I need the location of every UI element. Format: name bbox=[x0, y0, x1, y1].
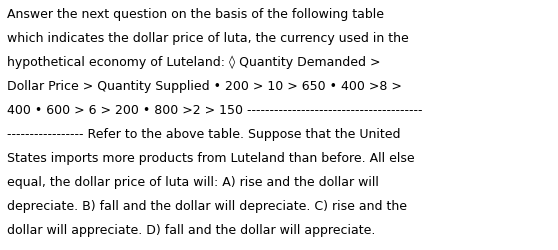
Text: which indicates the dollar price of luta, the currency used in the: which indicates the dollar price of luta… bbox=[7, 32, 408, 44]
Text: equal, the dollar price of luta will: A) rise and the dollar will: equal, the dollar price of luta will: A)… bbox=[7, 176, 378, 188]
Text: States imports more products from Luteland than before. All else: States imports more products from Lutela… bbox=[7, 152, 415, 164]
Text: depreciate. B) fall and the dollar will depreciate. C) rise and the: depreciate. B) fall and the dollar will … bbox=[7, 200, 407, 212]
Text: Dollar Price > Quantity Supplied • 200 > 10 > 650 • 400 >8 >: Dollar Price > Quantity Supplied • 200 >… bbox=[7, 80, 402, 92]
Text: hypothetical economy of Luteland: ◊ Quantity Demanded >: hypothetical economy of Luteland: ◊ Quan… bbox=[7, 56, 380, 69]
Text: Answer the next question on the basis of the following table: Answer the next question on the basis of… bbox=[7, 8, 384, 20]
Text: dollar will appreciate. D) fall and the dollar will appreciate.: dollar will appreciate. D) fall and the … bbox=[7, 224, 375, 236]
Text: ----------------- Refer to the above table. Suppose that the United: ----------------- Refer to the above tab… bbox=[7, 128, 400, 140]
Text: 400 • 600 > 6 > 200 • 800 >2 > 150 ---------------------------------------: 400 • 600 > 6 > 200 • 800 >2 > 150 -----… bbox=[7, 104, 422, 117]
